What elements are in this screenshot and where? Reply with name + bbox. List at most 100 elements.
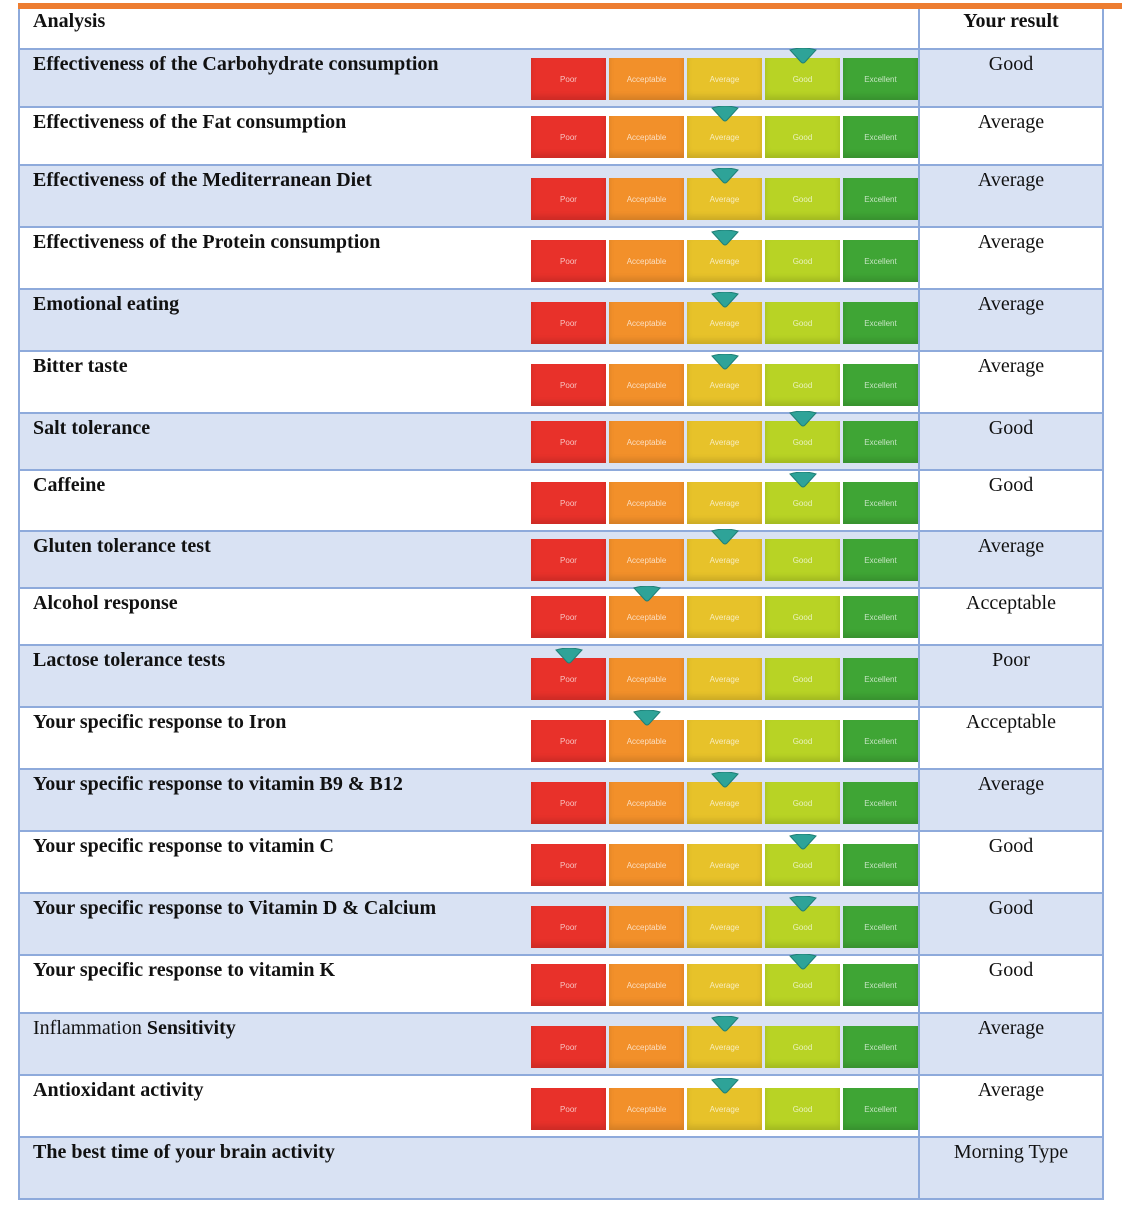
table-row: Inflammation Sensitivity Poor Acceptable Av… (18, 1014, 1104, 1076)
accent-bar (18, 3, 1122, 9)
result-value: Average (977, 1017, 1045, 1039)
rating-scale: Poor Acceptable Average Good Excellent (531, 168, 918, 220)
scale-segment-exc: Excellent (843, 782, 918, 824)
scale-segment-avg: Average (687, 302, 762, 344)
scale-segment-acc: Acceptable (609, 964, 684, 1006)
analysis-cell: Bitter taste Poor Acceptable Average Good Exc… (20, 352, 920, 412)
scale-segment-acc: Acceptable (609, 1088, 684, 1130)
scale-segment-good: Good (765, 596, 840, 638)
row-label: Effectiveness of the Mediterranean Diet (33, 169, 372, 191)
analysis-cell: Salt tolerance Poor Acceptable Average Good E… (20, 411, 920, 469)
row-label: Your specific response to Iron (33, 711, 287, 733)
scale-segment-exc: Excellent (843, 482, 918, 524)
analysis-cell: The best time of your brain activity (20, 1138, 920, 1198)
scale-segment-exc: Excellent (843, 421, 918, 463)
scale-segment-avg: Average (687, 844, 762, 886)
table-row: Effectiveness of the Mediterranean Diet P… (18, 166, 1104, 228)
scale-segment-poor: Poor (531, 782, 606, 824)
scale-segment-good: Good (765, 1088, 840, 1130)
scale-segment-exc: Excellent (843, 844, 918, 886)
row-label: Inflammation Sensitivity (33, 1017, 236, 1040)
scale-segment-good: Good (765, 844, 840, 886)
result-value: Good (988, 53, 1034, 75)
row-label: Bitter taste (33, 355, 128, 377)
scale-segment-exc: Excellent (843, 240, 918, 282)
table-row: Your specific response to vitamin B9 & B… (18, 770, 1104, 832)
scale-segment-acc: Acceptable (609, 116, 684, 158)
rating-scale: Poor Acceptable Average Good Excellent (531, 710, 918, 762)
scale-segment-avg: Average (687, 1026, 762, 1068)
scale-segment-avg: Average (687, 364, 762, 406)
result-value: Average (977, 293, 1045, 315)
table-row: Lactose tolerance tests Poor Acceptable Ave… (18, 646, 1104, 708)
row-label: The best time of your brain activity (33, 1141, 335, 1163)
scale-segment-exc: Excellent (843, 364, 918, 406)
table-row: Alcohol response Poor Acceptable Average Goo… (18, 586, 1104, 646)
scale-segment-poor: Poor (531, 240, 606, 282)
scale-segment-poor: Poor (531, 178, 606, 220)
scale-segment-avg: Average (687, 658, 762, 700)
scale-segment-good: Good (765, 302, 840, 344)
rating-scale: Poor Acceptable Average Good Excellent (531, 1078, 918, 1130)
table-row: Salt tolerance Poor Acceptable Average Good E… (18, 411, 1104, 471)
scale-segment-acc: Acceptable (609, 720, 684, 762)
table-row: Caffeine Poor Acceptable Average Good Excelle… (18, 471, 1104, 532)
scale-segment-acc: Acceptable (609, 482, 684, 524)
scale-segment-avg: Average (687, 58, 762, 100)
row-label: Emotional eating (33, 293, 180, 315)
row-label-bold: Sensitivity (141, 1017, 236, 1039)
analysis-cell: Effectiveness of the Mediterranean Diet P… (20, 166, 920, 226)
scale-segment-acc: Acceptable (609, 240, 684, 282)
result-value: Average (977, 111, 1045, 133)
scale-segment-acc: Acceptable (609, 1026, 684, 1068)
result-value: Good (988, 474, 1034, 496)
scale-segment-poor: Poor (531, 539, 606, 581)
result-value: Average (977, 1079, 1045, 1101)
scale-segment-acc: Acceptable (609, 421, 684, 463)
rating-scale: Poor Acceptable Average Good Excellent (531, 648, 918, 700)
analysis-cell: Effectiveness of the Carbohydrate consum… (20, 48, 920, 106)
result-value: Average (977, 773, 1045, 795)
scale-segment-poor: Poor (531, 58, 606, 100)
scale-segment-avg: Average (687, 539, 762, 581)
scale-segment-avg: Average (687, 482, 762, 524)
scale-segment-poor: Poor (531, 364, 606, 406)
row-label: Salt tolerance (33, 417, 151, 439)
scale-segment-poor: Poor (531, 658, 606, 700)
row-label: Your specific response to Vitamin D & Ca… (33, 897, 437, 919)
scale-segment-exc: Excellent (843, 596, 918, 638)
scale-segment-exc: Excellent (843, 1088, 918, 1130)
table-row: Your specific response to Iron Poor Accept… (18, 708, 1104, 770)
result-value: Acceptable (966, 592, 1056, 614)
scale-segment-avg: Average (687, 906, 762, 948)
rating-scale: Poor Acceptable Average Good Excellent (531, 586, 918, 638)
table-row: Bitter taste Poor Acceptable Average Good Exc… (18, 352, 1104, 414)
analysis-cell: Gluten tolerance test Poor Acceptable Avera… (20, 529, 920, 587)
scale-segment-good: Good (765, 658, 840, 700)
rating-scale: Poor Acceptable Average Good Excellent (531, 230, 918, 282)
scale-segment-good: Good (765, 178, 840, 220)
rating-scale: Poor Acceptable Average Good Excellent (531, 292, 918, 344)
analysis-cell: Your specific response to vitamin K Poor A… (20, 954, 920, 1012)
result-value: Good (988, 897, 1034, 919)
rating-scale: Poor Acceptable Average Good Excellent (531, 106, 918, 158)
result-value: Good (988, 417, 1034, 439)
scale-segment-poor: Poor (531, 596, 606, 638)
scale-segment-good: Good (765, 364, 840, 406)
row-label: Caffeine (33, 474, 106, 496)
table-row: Effectiveness of the Fat consumption Poor… (18, 106, 1104, 166)
scale-segment-acc: Acceptable (609, 782, 684, 824)
row-label: Lactose tolerance tests (33, 649, 226, 671)
scale-segment-exc: Excellent (843, 964, 918, 1006)
scale-segment-acc: Acceptable (609, 844, 684, 886)
scale-segment-good: Good (765, 964, 840, 1006)
scale-segment-exc: Excellent (843, 116, 918, 158)
scale-segment-exc: Excellent (843, 720, 918, 762)
rating-scale: Poor Acceptable Average Good Excellent (531, 354, 918, 406)
table-row: Antioxidant activity Poor Acceptable Averag… (18, 1076, 1104, 1138)
analysis-cell: Antioxidant activity Poor Acceptable Averag… (20, 1076, 920, 1136)
scale-segment-poor: Poor (531, 1026, 606, 1068)
scale-segment-poor: Poor (531, 1088, 606, 1130)
table-row: The best time of your brain activity Morn… (18, 1138, 1104, 1200)
scale-segment-good: Good (765, 539, 840, 581)
